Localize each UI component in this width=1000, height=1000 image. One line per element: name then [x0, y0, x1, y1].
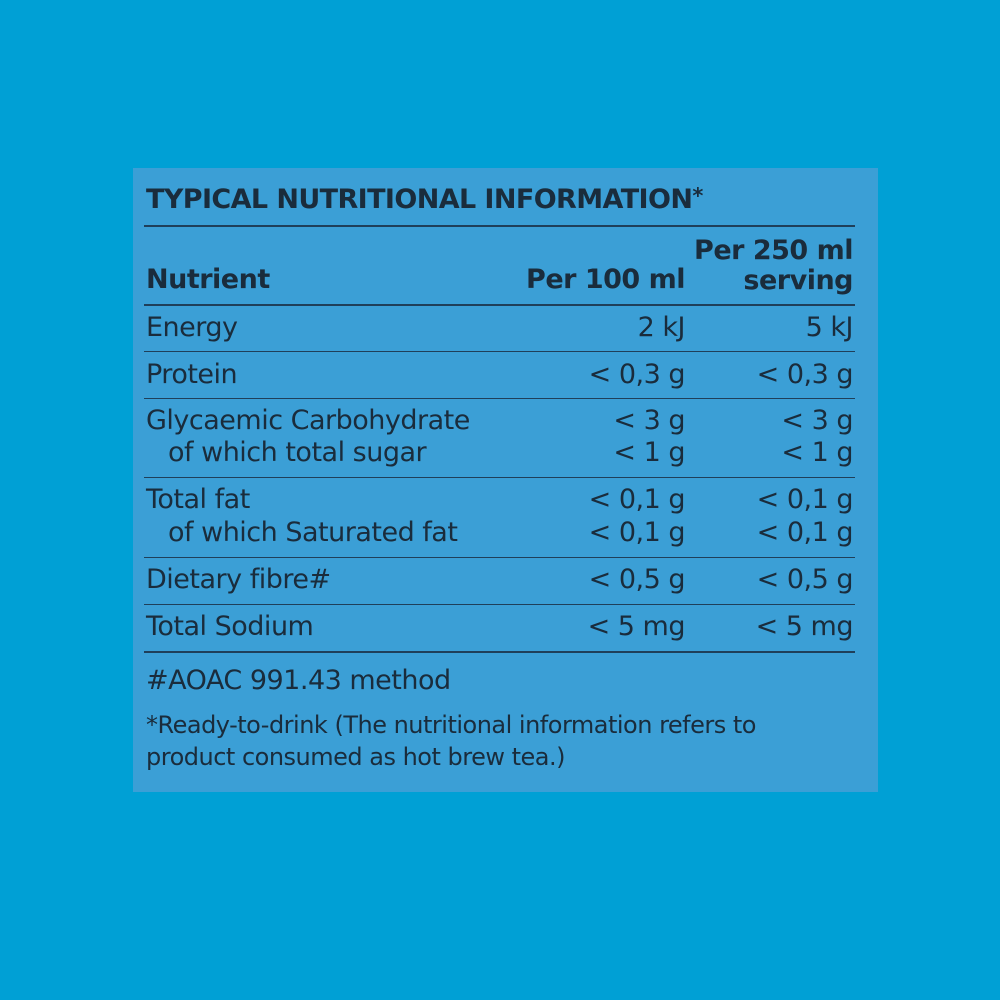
row-rule — [144, 351, 855, 352]
row-per250: < 3 g — [781, 405, 853, 436]
row-per250: 5 kJ — [805, 312, 854, 343]
row-name: Total Sodium — [146, 611, 314, 642]
header-per250-line2: serving — [743, 265, 853, 296]
row-name: Glycaemic Carbohydrate — [146, 405, 470, 436]
row-name: Total fat — [146, 484, 250, 515]
row-sub-per100: < 0,1 g — [588, 517, 686, 548]
title-rule — [144, 225, 855, 227]
footnote-ready-to-drink: *Ready-to-drink (The nutritional informa… — [146, 711, 756, 771]
row-per100: < 0,5 g — [588, 564, 686, 595]
row-per250: < 5 mg — [755, 611, 854, 642]
row-sub-per100: < 1 g — [613, 437, 685, 468]
row-rule — [144, 477, 855, 478]
header-rule — [144, 304, 855, 306]
row-rule — [144, 398, 855, 399]
title-asterisk: * — [692, 184, 703, 208]
row-per100: < 3 g — [613, 405, 685, 436]
table-bottom-rule — [144, 651, 855, 653]
title-text: TYPICAL NUTRITIONAL INFORMATION — [146, 184, 693, 215]
row-rule — [144, 557, 855, 558]
row-per100: 2 kJ — [637, 312, 686, 343]
row-name: Protein — [146, 359, 238, 390]
row-per100: < 0,3 g — [588, 359, 686, 390]
row-sub-name: of which total sugar — [168, 437, 427, 468]
row-per250: < 0,3 g — [756, 359, 854, 390]
row-per250: < 0,5 g — [756, 564, 854, 595]
row-per250: < 0,1 g — [756, 484, 854, 515]
row-per100: < 5 mg — [587, 611, 686, 642]
header-nutrient: Nutrient — [146, 264, 270, 295]
row-sub-per250: < 0,1 g — [756, 517, 854, 548]
footnote-method: #AOAC 991.43 method — [146, 665, 451, 696]
row-name: Energy — [146, 312, 238, 343]
row-sub-per250: < 1 g — [781, 437, 853, 468]
header-per250-line1: Per 250 ml — [694, 235, 853, 266]
row-sub-name: of which Saturated fat — [168, 517, 458, 548]
row-per100: < 0,1 g — [588, 484, 686, 515]
row-rule — [144, 604, 855, 605]
row-name: Dietary fibre# — [146, 564, 331, 595]
nutrition-panel: TYPICAL NUTRITIONAL INFORMATION* Nutrien… — [133, 168, 878, 792]
header-per100: Per 100 ml — [526, 264, 685, 295]
panel-title: TYPICAL NUTRITIONAL INFORMATION* — [146, 184, 703, 215]
